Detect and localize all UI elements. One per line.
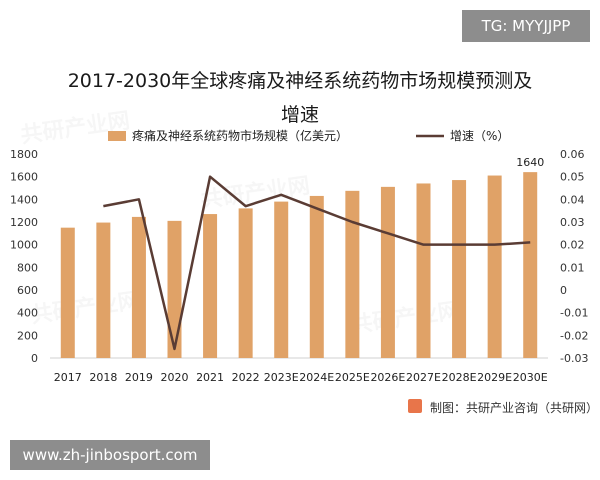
right-axis-tick-label: -0.03 [560, 352, 588, 365]
bar-2024E [309, 195, 324, 358]
bar-2023E [274, 201, 289, 358]
source-logo-icon [408, 399, 422, 413]
x-axis-tick-label: 2018 [89, 371, 117, 384]
bar-2030E [523, 172, 538, 358]
bar-2020 [167, 220, 182, 358]
legend-bar-swatch [108, 131, 126, 141]
left-axis-tick-label: 1400 [10, 193, 38, 206]
right-axis-tick-label: 0.02 [560, 239, 585, 252]
bar-2018 [96, 222, 111, 358]
x-axis-tick-label: 2023E [264, 371, 299, 384]
bar-2028E [452, 180, 467, 358]
chart-title-line2: 增速 [280, 104, 319, 126]
right-axis-tick-label: 0.05 [560, 171, 585, 184]
x-axis-tick-label: 2017 [54, 371, 82, 384]
x-axis-tick-label: 2021 [196, 371, 224, 384]
right-axis-tick-label: -0.01 [560, 307, 588, 320]
x-axis-tick-label: 2030E [513, 371, 548, 384]
x-axis-tick-label: 2020 [161, 371, 189, 384]
website-url-label[interactable]: www.zh-jinbosport.com [10, 440, 210, 470]
bar-2022 [238, 208, 253, 358]
x-axis-tick-label: 2027E [406, 371, 441, 384]
left-axis-tick-label: 400 [17, 307, 38, 320]
right-axis-tick-label: 0.03 [560, 216, 585, 229]
left-axis-tick-label: 1600 [10, 171, 38, 184]
x-axis-tick-label: 2024E [299, 371, 334, 384]
bar-2021 [203, 214, 218, 358]
left-axis-tick-label: 0 [31, 352, 38, 365]
data-label: 1640 [516, 156, 544, 169]
right-axis-tick-label: -0.02 [560, 329, 588, 342]
right-axis-tick-label: 0.01 [560, 261, 585, 274]
legend-line-label: 增速（%） [450, 129, 509, 143]
bar-2025E [345, 190, 360, 358]
left-axis-tick-label: 800 [17, 261, 38, 274]
right-axis-tick-label: 0.06 [560, 148, 585, 161]
x-axis-tick-label: 2028E [442, 371, 477, 384]
left-axis-tick-label: 1200 [10, 216, 38, 229]
bar-2029E [487, 175, 502, 358]
left-axis-tick-label: 200 [17, 329, 38, 342]
x-axis-tick-label: 2019 [125, 371, 153, 384]
left-axis-tick-label: 600 [17, 284, 38, 297]
channel-tag: TG: MYYJJPP [462, 10, 590, 42]
right-axis-tick-label: 0.04 [560, 193, 585, 206]
x-axis-tick-label: 2026E [370, 371, 405, 384]
bar-2019 [131, 216, 146, 358]
x-axis-tick-label: 2025E [335, 371, 370, 384]
x-axis-tick-label: 2029E [477, 371, 512, 384]
bar-2027E [416, 183, 431, 358]
left-axis-tick-label: 1800 [10, 148, 38, 161]
legend-bar-label: 疼痛及神经系统药物市场规模（亿美元） [132, 128, 348, 143]
source-note: 制图：共研产业咨询（共研网） [430, 401, 599, 415]
bar-2026E [380, 186, 395, 358]
right-axis-tick-label: 0 [560, 284, 567, 297]
bar-2017 [60, 227, 75, 358]
chart-title-line1: 2017-2030年全球疼痛及神经系统药物市场规模预测及 [67, 70, 533, 92]
x-axis-tick-label: 2022 [232, 371, 260, 384]
left-axis-tick-label: 1000 [10, 239, 38, 252]
